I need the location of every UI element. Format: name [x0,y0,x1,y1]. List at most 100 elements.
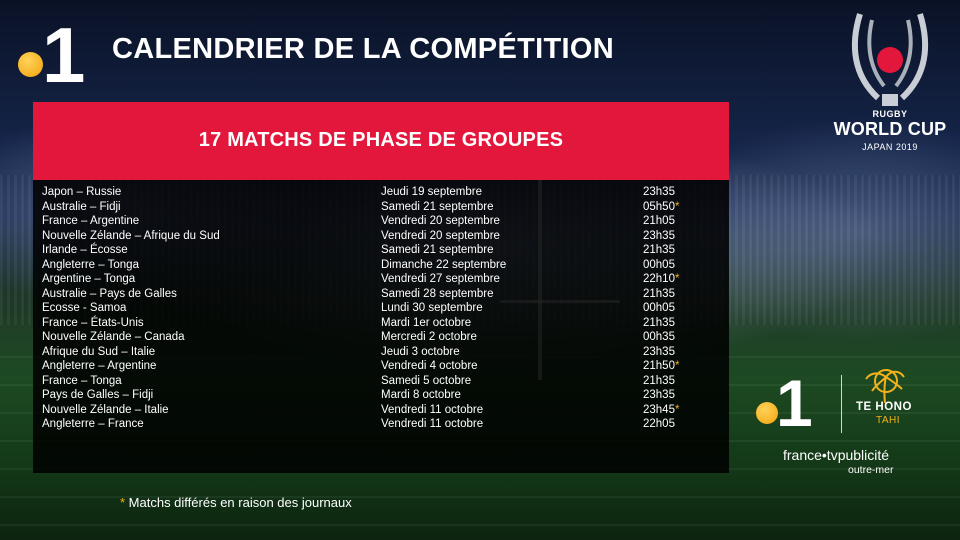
delayed-marker: * [674,200,680,213]
match-time-cell: 22h10* [643,272,679,287]
match-time: 22h10 [643,273,675,285]
delayed-marker: * [674,403,680,416]
match-row: Afrique du Sud – Italie Jeudi 3 octobre 23… [33,345,729,360]
match-time: 21h35 [643,316,675,329]
match-date: Jeudi 3 octobre [381,345,460,358]
match-time: 23h35 [643,229,675,242]
match-row: Angleterre – France Vendredi 11 octobre 22… [33,417,729,432]
match-time: 23h35 [643,345,675,358]
match-teams: Irlande – Écosse [42,244,128,256]
francetv-publicite-logo: france•tvpublicité [783,447,890,463]
match-row: Nouvelle Zélande – Canada Mercredi 2 octo… [33,330,729,345]
match-date: Dimanche 22 septembre [381,258,507,271]
match-time: 22h05 [643,418,675,430]
channel-1-logo: 1 [18,16,100,94]
rwc-logo-line3: JAPAN 2019 [862,142,918,152]
footnote-text: Matchs différés en raison des journaux [125,495,352,510]
tehono-line2: TAHI [876,415,901,426]
match-time-cell: 00h05 [643,258,675,273]
match-teams: Angleterre – Tonga [42,258,139,271]
schedule-panel: 17 MATCHS DE PHASE DE GROUPES Japon – Ru… [33,102,729,473]
channel-dot-small-icon [756,402,778,424]
match-date: Samedi 5 octobre [381,374,472,387]
rwc-logo-line2: WORLD CUP [833,119,947,139]
match-row: Japon – Russie Jeudi 19 septembre 23h35 [33,185,729,200]
match-date: Vendredi 27 septembre [381,273,500,285]
match-teams: Nouvelle Zélande – Italie [42,403,169,416]
match-time-cell: 21h35 [643,243,675,258]
match-row: France – États-Unis Mardi 1er octobre 21h3… [33,316,729,331]
match-time-cell: 05h50* [643,200,679,215]
match-teams: France – Argentine [42,215,140,227]
channel-1-small-logo: 1 [754,366,830,440]
te-hono-tahi-logo: TE HONO TAHI [850,363,930,443]
rwc-logo-line1: RUGBY [872,109,908,119]
match-row: Ecosse - Samoa Lundi 30 septembre 00h05 [33,301,729,316]
match-date: Mardi 8 octobre [381,389,461,401]
match-date: Lundi 30 septembre [381,302,483,314]
channel-small-digit: 1 [776,366,813,440]
match-time: 21h35 [643,244,675,256]
match-date: Vendredi 4 octobre [381,360,478,372]
match-time-cell: 21h35 [643,287,675,302]
match-row: Pays de Galles – Fidji Mardi 8 octobre 23h… [33,388,729,403]
match-time-cell: 21h05 [643,214,675,229]
match-teams: Argentine – Tonga [42,273,136,285]
match-teams: France – Tonga [42,374,122,387]
match-row: Australie – Pays de Galles Samedi 28 sept… [33,287,729,302]
match-time-cell: 00h05 [643,301,675,316]
match-time-cell: 21h35 [643,316,675,331]
match-date: Mardi 1er octobre [381,316,472,329]
match-date: Mercredi 2 octobre [381,331,477,343]
delayed-marker: * [674,273,680,285]
match-teams: Afrique du Sud – Italie [42,345,156,358]
match-time: 00h05 [643,302,675,314]
match-time: 21h05 [643,215,675,227]
match-date: Vendredi 11 octobre [381,403,484,416]
match-date: Vendredi 20 septembre [381,229,500,242]
tehono-line1: TE HONO [856,401,912,413]
match-date: Vendredi 11 octobre [381,418,484,430]
schedule-banner: 17 MATCHS DE PHASE DE GROUPES [33,102,729,180]
match-time: 23h35 [643,389,675,401]
match-time: 00h05 [643,258,675,271]
match-date: Samedi 21 septembre [381,200,494,213]
match-time-cell: 23h35 [643,345,675,360]
match-row: France – Argentine Vendredi 20 septembre 2… [33,214,729,229]
match-row: Argentine – Tonga Vendredi 27 septembre 22… [33,272,729,287]
match-row: France – Tonga Samedi 5 octobre 21h35 [33,374,729,389]
page-title: CALENDRIER DE LA COMPÉTITION [112,33,614,65]
match-time: 21h35 [643,374,675,387]
match-row: Nouvelle Zélande – Afrique du Sud Vendred… [33,229,729,244]
match-date: Jeudi 19 septembre [381,186,483,198]
banner-title: 17 MATCHS DE PHASE DE GROUPES [198,129,564,151]
match-teams: Australie – Pays de Galles [42,287,177,300]
match-teams: Angleterre – France [42,418,144,430]
match-time: 23h35 [643,186,675,198]
channel-digit: 1 [42,11,86,99]
webb-ellis-cup-icon [851,13,929,106]
match-time-cell: 21h35 [643,374,675,389]
match-row: Irlande – Écosse Samedi 21 septembre 21h35 [33,243,729,258]
match-time: 23h45 [643,403,675,416]
channel-dot-icon [18,52,43,77]
match-time: 21h35 [643,287,675,300]
match-teams: Ecosse - Samoa [42,302,127,314]
palm-tree-icon [865,369,905,404]
match-teams: Pays de Galles – Fidji [42,389,154,401]
match-row: Nouvelle Zélande – Italie Vendredi 11 oct… [33,403,729,418]
match-teams: Australie – Fidji [42,200,121,213]
francetv-outremer-label: outre-mer [848,464,894,476]
logo-divider [841,375,842,433]
match-teams: Angleterre – Argentine [42,360,157,372]
match-date: Vendredi 20 septembre [381,215,500,227]
match-time-cell: 23h35 [643,229,675,244]
match-date: Samedi 28 septembre [381,287,494,300]
match-time: 21h50 [643,360,675,372]
match-row: Angleterre – Tonga Dimanche 22 septembre 0… [33,258,729,273]
match-time-cell: 23h35 [643,185,675,200]
match-row: Angleterre – Argentine Vendredi 4 octobre… [33,359,729,374]
footnote-marker: * [120,495,126,510]
match-time-cell: 23h35 [643,388,675,403]
match-time-cell: 23h45* [643,403,679,418]
